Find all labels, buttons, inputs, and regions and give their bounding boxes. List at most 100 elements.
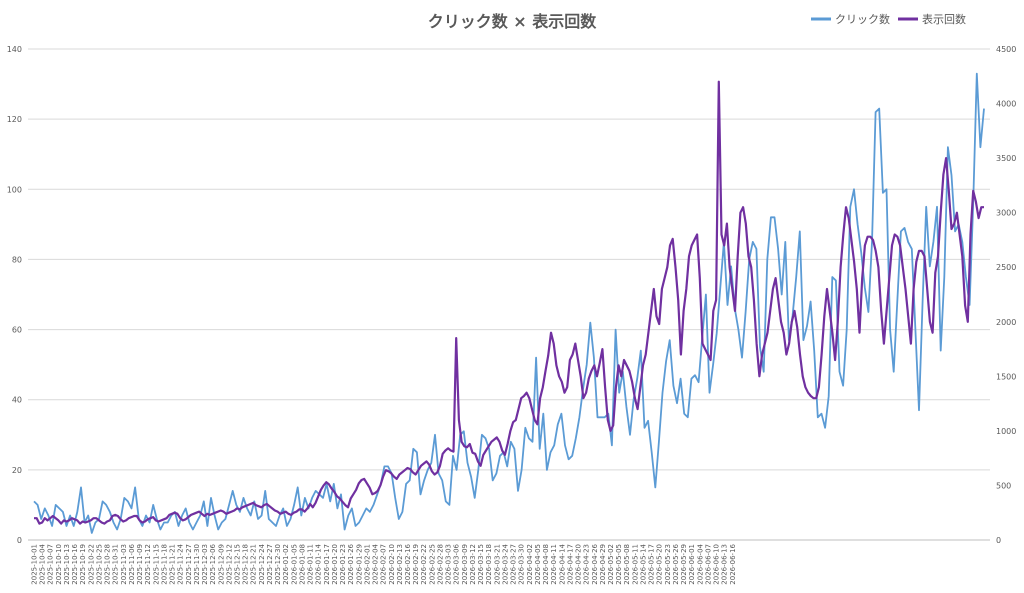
x-tick-label: 2025-10-19: [79, 544, 87, 585]
x-tick-label: 2026-03-09: [461, 544, 469, 585]
y-left-tick-label: 100: [7, 185, 22, 194]
x-tick-label: 2026-01-14: [315, 543, 323, 584]
x-tick-label: 2026-06-01: [688, 544, 696, 585]
x-tick-label: 2026-04-08: [542, 544, 550, 585]
y-right-tick-label: 4000: [996, 100, 1016, 109]
y-right-tick-label: 2500: [996, 263, 1016, 272]
x-tick-label: 2025-11-12: [144, 544, 152, 585]
x-tick-label: 2026-06-13: [721, 544, 729, 585]
legend-label-impressions: 表示回数: [922, 12, 966, 26]
y-right-tick-label: 500: [996, 481, 1011, 490]
x-tick-label: 2026-05-08: [623, 544, 631, 585]
x-tick-label: 2025-11-21: [169, 544, 177, 585]
x-tick-label: 2026-06-16: [729, 543, 737, 584]
x-tick-label: 2025-11-06: [128, 543, 136, 584]
x-tick-label: 2025-11-18: [160, 544, 168, 585]
gridlines: [28, 48, 990, 541]
x-tick-label: 2025-10-25: [95, 544, 103, 585]
x-tick-label: 2026-04-02: [526, 544, 534, 585]
x-tick-label: 2026-03-06: [453, 543, 461, 584]
y-right-tick-label: 2000: [996, 318, 1016, 327]
x-tick-label: 2026-01-20: [331, 544, 339, 585]
x-tick-label: 2026-05-29: [680, 544, 688, 585]
x-tick-label: 2025-10-13: [63, 544, 71, 585]
x-tick-label: 2026-01-05: [290, 544, 298, 585]
x-tick-label: 2025-12-27: [266, 544, 274, 585]
x-tick-label: 2026-02-13: [396, 544, 404, 585]
x-tick-label: 2025-11-03: [120, 544, 128, 585]
x-tick-label: 2026-01-17: [323, 544, 331, 585]
x-tick-label: 2025-12-06: [209, 543, 217, 584]
x-tick-label: 2025-12-15: [233, 544, 241, 585]
x-tick-label: 2026-02-07: [380, 544, 388, 585]
x-tick-label: 2026-05-26: [672, 543, 680, 584]
x-tick-label: 2026-04-14: [558, 543, 566, 584]
x-tick-label: 2025-12-21: [250, 544, 258, 585]
x-tick-label: 2025-11-09: [136, 544, 144, 585]
x-tick-label: 2026-02-25: [428, 544, 436, 585]
x-tick-label: 2026-05-05: [615, 544, 623, 585]
x-tick-label: 2026-02-19: [412, 544, 420, 585]
axes: 0 20 40 60 80 100 120 140 0 500 1000 1500 2000 2500 30…: [7, 45, 1017, 585]
x-tick-label: 2026-03-24: [501, 543, 509, 584]
x-tick-label: 2025-10-04: [39, 543, 47, 584]
y-left-tick-label: 140: [7, 45, 22, 54]
x-tick-label: 2026-03-18: [485, 544, 493, 585]
x-tick-label: 2025-10-28: [104, 544, 112, 585]
y-left-tick-label: 120: [7, 115, 22, 124]
x-tick-label: 2026-06-04: [696, 543, 704, 584]
y-right-tick-label: 3500: [996, 154, 1016, 163]
x-tick-label: 2026-04-17: [566, 544, 574, 585]
x-tick-label: 2025-11-30: [193, 544, 201, 585]
x-tick-label: 2026-04-26: [591, 543, 599, 584]
x-tick-label: 2026-03-12: [469, 544, 477, 585]
y-right-tick-label: 1000: [996, 427, 1016, 436]
x-tick-label: 2025-10-16: [71, 543, 79, 584]
x-tick-label: 2025-12-24: [258, 543, 266, 584]
x-tick-label: 2026-02-10: [388, 544, 396, 585]
x-tick-label: 2026-01-29: [355, 544, 363, 585]
y-left-tick-label: 20: [12, 466, 22, 475]
x-tick-label: 2025-10-10: [55, 544, 63, 585]
x-tick-label: 2026-03-21: [493, 544, 501, 585]
x-tick-label: 2026-04-20: [575, 544, 583, 585]
x-tick-label: 2025-10-07: [47, 544, 55, 585]
x-tick-label: 2026-03-27: [510, 544, 518, 585]
y-right-tick-label: 3000: [996, 209, 1016, 218]
x-tick-label: 2026-05-20: [656, 544, 664, 585]
x-tick-label: 2026-04-23: [583, 544, 591, 585]
x-tick-label: 2026-04-05: [534, 544, 542, 585]
x-tick-label: 2025-12-30: [274, 544, 282, 585]
legend: クリック数 表示回数: [811, 12, 966, 26]
x-tick-label: 2026-01-26: [347, 543, 355, 584]
y-left-tick-label: 60: [12, 326, 22, 335]
y-right-tick-label: 0: [996, 536, 1001, 545]
y-right-tick-label: 4500: [996, 45, 1016, 54]
y-left-tick-label: 80: [12, 255, 22, 264]
x-tick-label: 2026-04-11: [550, 544, 558, 585]
x-tick-label: 2025-10-22: [87, 544, 95, 585]
x-tick-label: 2025-12-03: [201, 544, 209, 585]
x-tick-label: 2026-01-11: [307, 544, 315, 585]
x-tick-label: 2026-05-02: [607, 544, 615, 585]
x-tick-label: 2025-11-27: [185, 544, 193, 585]
x-tick-label: 2025-12-18: [242, 544, 250, 585]
series-lines: [33, 72, 985, 534]
x-tick-label: 2025-11-15: [152, 544, 160, 585]
x-tick-label: 2026-02-28: [436, 544, 444, 585]
x-tick-label: 2025-12-09: [217, 544, 225, 585]
chart-title: クリック数 × 表示回数: [428, 12, 598, 31]
x-tick-label: 2026-02-01: [363, 544, 371, 585]
y-left-tick-label: 40: [12, 396, 22, 405]
clicks-series-line: [33, 72, 985, 534]
x-tick-label: 2025-11-24: [177, 543, 185, 584]
x-tick-label: 2026-05-17: [648, 544, 656, 585]
x-tick-label: 2026-05-14: [639, 543, 647, 584]
impressions-series-line: [34, 80, 984, 525]
x-tick-label: 2025-10-01: [31, 544, 39, 585]
x-tick-label: 2026-03-03: [445, 544, 453, 585]
x-tick-label: 2026-04-29: [599, 544, 607, 585]
x-tick-label: 2026-03-15: [477, 544, 485, 585]
